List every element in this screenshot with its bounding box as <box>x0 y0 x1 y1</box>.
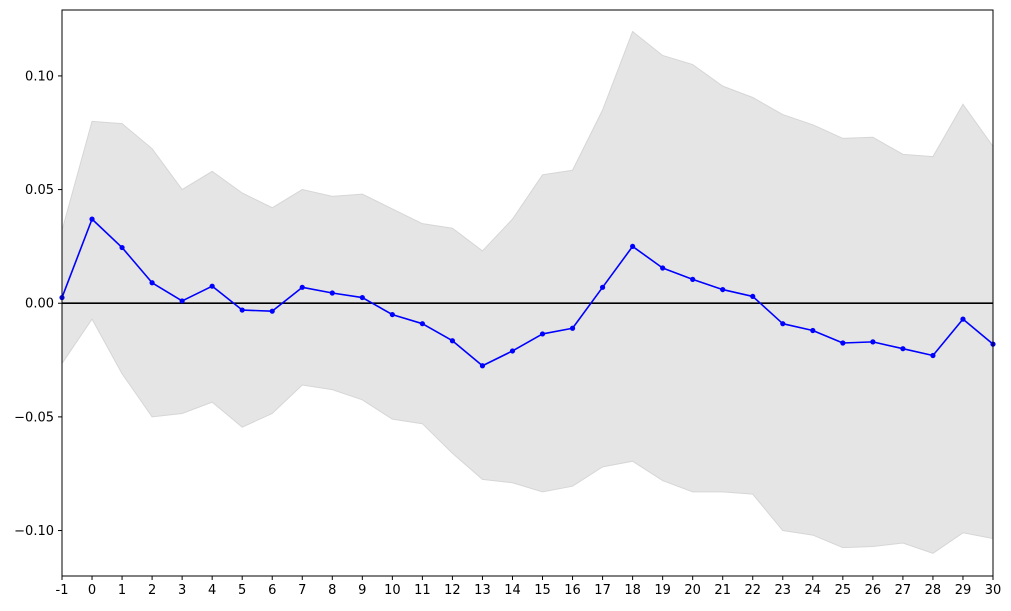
x-tick-label: 12 <box>444 583 461 598</box>
data-point <box>449 338 456 344</box>
y-tick-label: −0.05 <box>14 410 54 425</box>
data-point <box>599 284 606 290</box>
y-tick-label: 0.05 <box>25 183 54 198</box>
x-tick-label: 19 <box>654 583 671 598</box>
data-point <box>179 298 185 304</box>
x-tick-label: 18 <box>624 583 641 598</box>
data-point <box>930 352 936 359</box>
x-tick-label: 10 <box>384 583 401 598</box>
x-tick-label: 4 <box>208 583 216 598</box>
y-axis: 0.10 0.05 0.00 −0.05 −0.10 <box>14 69 62 539</box>
x-tick-label: 9 <box>358 583 366 598</box>
x-tick-label: 11 <box>414 583 431 598</box>
data-point <box>690 276 696 282</box>
data-point <box>89 216 95 222</box>
plot-frame <box>61 9 994 577</box>
series-line <box>61 218 994 367</box>
data-point <box>870 339 876 345</box>
data-point <box>359 294 365 301</box>
x-tick-label: 14 <box>504 583 521 598</box>
x-tick-label: 26 <box>865 583 882 598</box>
data-point <box>419 321 425 327</box>
y-tick-label: 0.00 <box>25 297 54 312</box>
data-point <box>750 293 756 300</box>
x-tick-label: 23 <box>775 583 792 598</box>
data-point <box>149 280 155 286</box>
x-tick-label: 7 <box>298 583 306 598</box>
x-tick-label: 1 <box>118 583 126 598</box>
data-point <box>569 325 576 331</box>
x-tick-label: 8 <box>328 583 336 598</box>
data-point <box>810 327 816 334</box>
x-tick-label: 5 <box>238 583 246 598</box>
y-tick-label: −0.10 <box>14 524 54 539</box>
x-tick-label: 30 <box>985 583 1002 598</box>
data-point <box>119 244 125 251</box>
data-point <box>900 346 906 352</box>
x-tick-label: 13 <box>474 583 491 598</box>
confidence-band <box>61 30 994 554</box>
data-point <box>630 243 636 250</box>
x-axis: -1 0 1 2 3 4 5 6 7 8 9 10 11 12 13 14 15 16 17 18 19 20 21 22 23… <box>56 576 1002 598</box>
y-tick-label: 0.10 <box>25 69 54 84</box>
x-tick-label: 29 <box>955 583 972 598</box>
data-point <box>239 307 245 313</box>
series-layer <box>59 216 996 369</box>
data-point <box>509 348 516 354</box>
x-tick-label: 6 <box>268 583 276 598</box>
data-point <box>780 321 786 327</box>
x-tick-label: 0 <box>88 583 96 598</box>
x-tick-label: -1 <box>56 583 69 598</box>
x-tick-label: 2 <box>148 583 156 598</box>
data-point <box>479 363 486 369</box>
data-point <box>720 286 726 293</box>
x-tick-label: 16 <box>564 583 581 598</box>
x-tick-label: 21 <box>714 583 731 598</box>
x-tick-label: 24 <box>805 583 822 598</box>
x-tick-label: 17 <box>594 583 611 598</box>
x-tick-label: 15 <box>534 583 551 598</box>
x-tick-label: 20 <box>684 583 701 598</box>
data-point <box>209 283 215 289</box>
x-tick-label: 22 <box>744 583 761 598</box>
data-point <box>389 311 395 318</box>
data-point <box>539 331 546 337</box>
data-point <box>660 265 666 271</box>
x-tick-label: 3 <box>178 583 186 598</box>
confidence-band-layer <box>61 30 994 554</box>
x-tick-label: 27 <box>895 583 912 598</box>
data-point <box>299 284 305 290</box>
x-tick-label: 28 <box>925 583 942 598</box>
data-point <box>329 290 335 296</box>
data-point <box>960 316 966 322</box>
data-point <box>269 308 275 314</box>
x-tick-label: 25 <box>835 583 852 598</box>
data-point <box>840 340 846 346</box>
